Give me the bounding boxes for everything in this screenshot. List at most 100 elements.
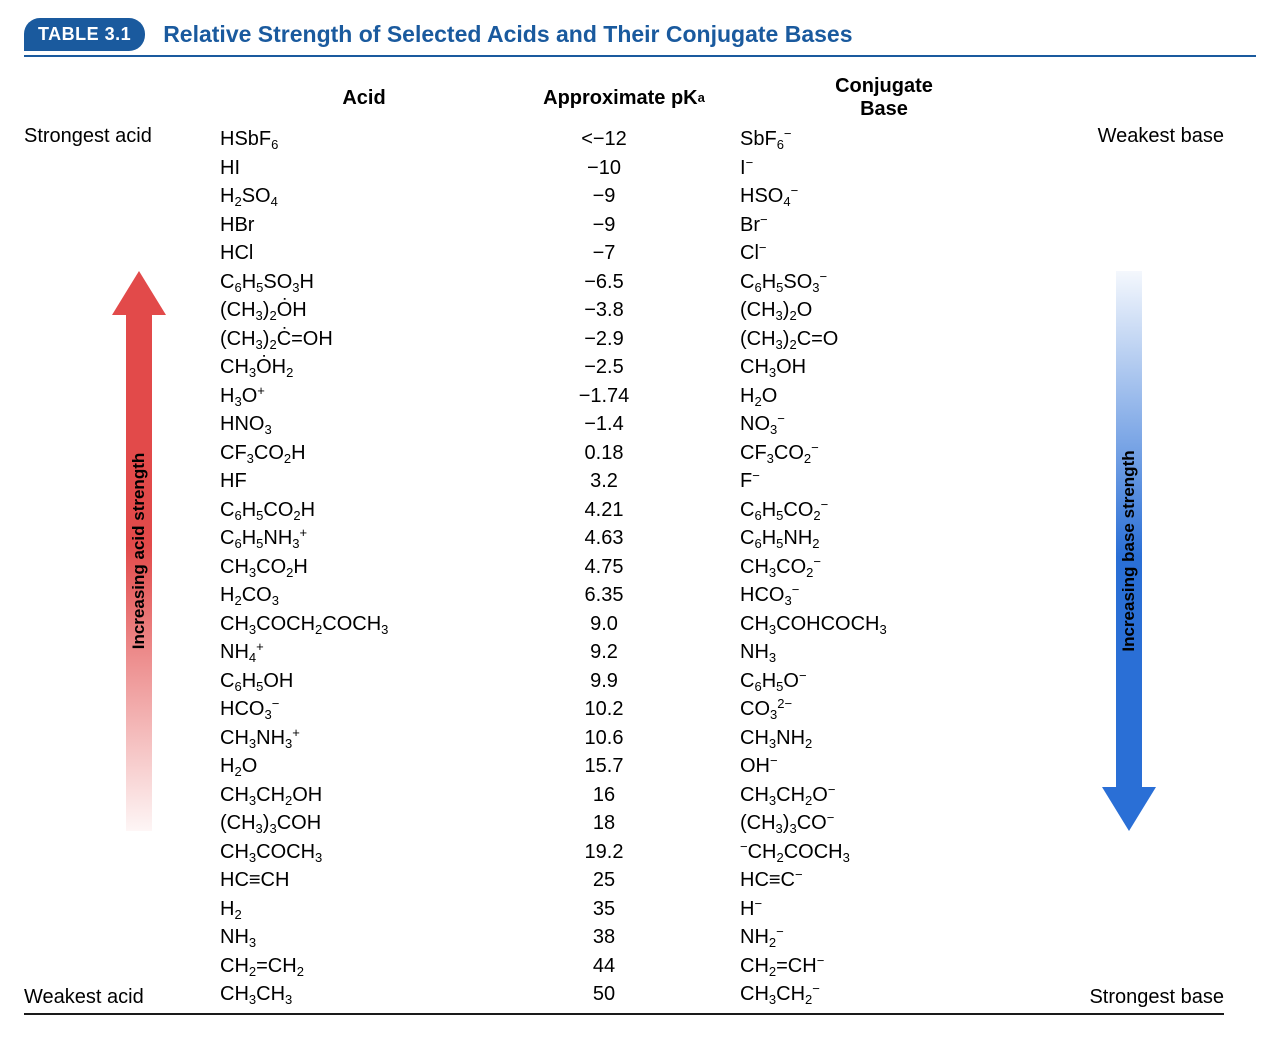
table-row-base: (CH3)3CO− <box>734 809 1034 838</box>
table-row-base: (CH3)2O <box>734 296 1034 325</box>
table-row-pka: −2.5 <box>514 353 734 382</box>
table-row-base: CH3CH2O− <box>734 781 1034 810</box>
table-row-pka: 15.7 <box>514 752 734 781</box>
table-title: Relative Strength of Selected Acids and … <box>163 21 852 48</box>
table-row-acid: CH3NH3+ <box>214 724 514 753</box>
table-row-pka: 4.21 <box>514 496 734 525</box>
table-row-pka: 16 <box>514 781 734 810</box>
table-row-pka: 9.0 <box>514 610 734 639</box>
table-row-pka: 0.18 <box>514 439 734 468</box>
table-row-acid: CF3CO2H <box>214 439 514 468</box>
column-base: SbF6−I−HSO4−Br−Cl−C6H5SO3−(CH3)2O(CH3)2C… <box>734 125 1034 1009</box>
table-row-base: CH3CH2− <box>734 980 1034 1009</box>
table-row-acid: HC≡CH <box>214 866 514 895</box>
header-spacer-left <box>24 71 214 125</box>
table-row-pka: −9 <box>514 211 734 240</box>
table-row-base: NH3 <box>734 638 1034 667</box>
table-row-base: Br− <box>734 211 1034 240</box>
table-row-acid: HCO3− <box>214 695 514 724</box>
table-row-pka: −2.9 <box>514 325 734 354</box>
table-row-acid: HNO3 <box>214 410 514 439</box>
table-row-pka: −9 <box>514 182 734 211</box>
table-row-base: HC≡C− <box>734 866 1034 895</box>
table-row-pka: 35 <box>514 895 734 924</box>
table-row-acid: NH4+ <box>214 638 514 667</box>
table-row-acid: CH3COCH2COCH3 <box>214 610 514 639</box>
table-row-base: NO3− <box>734 410 1034 439</box>
table-row-acid: CH3CH2OH <box>214 781 514 810</box>
table-row-acid: (CH3)2Ċ=OH <box>214 325 514 354</box>
table-row-base: OH− <box>734 752 1034 781</box>
title-bar: TABLE 3.1 Relative Strength of Selected … <box>24 18 1256 57</box>
header-acid: Acid <box>214 71 514 125</box>
table-row-base: C6H5CO2− <box>734 496 1034 525</box>
table-row-pka: 4.63 <box>514 524 734 553</box>
table-row-base: Cl− <box>734 239 1034 268</box>
table-row-base: CH2=CH− <box>734 952 1034 981</box>
arrow-head-up-icon <box>112 271 166 315</box>
table-row-pka: −6.5 <box>514 268 734 297</box>
table-row-acid: H2 <box>214 895 514 924</box>
table-row-pka: −1.74 <box>514 382 734 411</box>
label-strongest-base: Strongest base <box>1034 986 1224 1009</box>
table-row-base: CO32− <box>734 695 1034 724</box>
header-spacer-right <box>1034 71 1224 125</box>
table-row-base: I− <box>734 154 1034 183</box>
table-row-acid: H2SO4 <box>214 182 514 211</box>
table-row-base: SbF6− <box>734 125 1034 154</box>
column-pka: <−12−10−9−9−7−6.5−3.8−2.9−2.5−1.74−1.40.… <box>514 125 734 1009</box>
label-strongest-acid: Strongest acid <box>24 125 214 148</box>
table-row-pka: 9.2 <box>514 638 734 667</box>
table-row-pka: 50 <box>514 980 734 1009</box>
header-base: ConjugateBase <box>734 71 1034 125</box>
table-row-acid: C6H5NH3+ <box>214 524 514 553</box>
table-row-pka: 3.2 <box>514 467 734 496</box>
table-row-acid: (CH3)2ȮH <box>214 296 514 325</box>
table-row-base: NH2− <box>734 923 1034 952</box>
table-row-base: (CH3)2C=O <box>734 325 1034 354</box>
table-row-base: CH3CO2− <box>734 553 1034 582</box>
table-row-acid: (CH3)3COH <box>214 809 514 838</box>
base-strength-arrow: Increasing base strength <box>1102 271 1156 831</box>
table-row-acid: C6H5CO2H <box>214 496 514 525</box>
table-row-pka: 4.75 <box>514 553 734 582</box>
table-row-base: CH3OH <box>734 353 1034 382</box>
table-row-pka: 6.35 <box>514 581 734 610</box>
table-row-pka: −7 <box>514 239 734 268</box>
label-weakest-acid: Weakest acid <box>24 986 214 1009</box>
table-row-pka: −10 <box>514 154 734 183</box>
acid-arrow-label: Increasing acid strength <box>129 453 149 650</box>
bottom-rule <box>24 1013 1224 1015</box>
table-row-base: HSO4− <box>734 182 1034 211</box>
table-row-acid: H3O+ <box>214 382 514 411</box>
table-row-acid: HBr <box>214 211 514 240</box>
table-row-pka: 9.9 <box>514 667 734 696</box>
table-badge: TABLE 3.1 <box>24 18 145 51</box>
table-row-acid: HI <box>214 154 514 183</box>
table-row-base: CF3CO2− <box>734 439 1034 468</box>
table-row-acid: HSbF6 <box>214 125 514 154</box>
base-arrow-label: Increasing base strength <box>1119 450 1139 651</box>
table-row-base: C6H5NH2 <box>734 524 1034 553</box>
table-row-base: F− <box>734 467 1034 496</box>
label-weakest-base: Weakest base <box>1034 125 1224 148</box>
table-row-pka: <−12 <box>514 125 734 154</box>
table-row-base: CH3COHCOCH3 <box>734 610 1034 639</box>
table-row-acid: HCl <box>214 239 514 268</box>
table-row-acid: C6H5OH <box>214 667 514 696</box>
table-row-acid: H2O <box>214 752 514 781</box>
table-row-pka: −1.4 <box>514 410 734 439</box>
table-row-base: H− <box>734 895 1034 924</box>
table-row-base: CH3NH2 <box>734 724 1034 753</box>
table-row-base: −CH2COCH3 <box>734 838 1034 867</box>
table-row-acid: CH2=CH2 <box>214 952 514 981</box>
column-acid: HSbF6HIH2SO4HBrHClC6H5SO3H(CH3)2ȮH(CH3)… <box>214 125 514 1009</box>
table-row-pka: 25 <box>514 866 734 895</box>
table-row-acid: CH3COCH3 <box>214 838 514 867</box>
table-row-base: H2O <box>734 382 1034 411</box>
table-row-pka: 18 <box>514 809 734 838</box>
table-row-pka: 44 <box>514 952 734 981</box>
table-row-acid: H2CO3 <box>214 581 514 610</box>
table-row-pka: 10.2 <box>514 695 734 724</box>
table-row-base: HCO3− <box>734 581 1034 610</box>
